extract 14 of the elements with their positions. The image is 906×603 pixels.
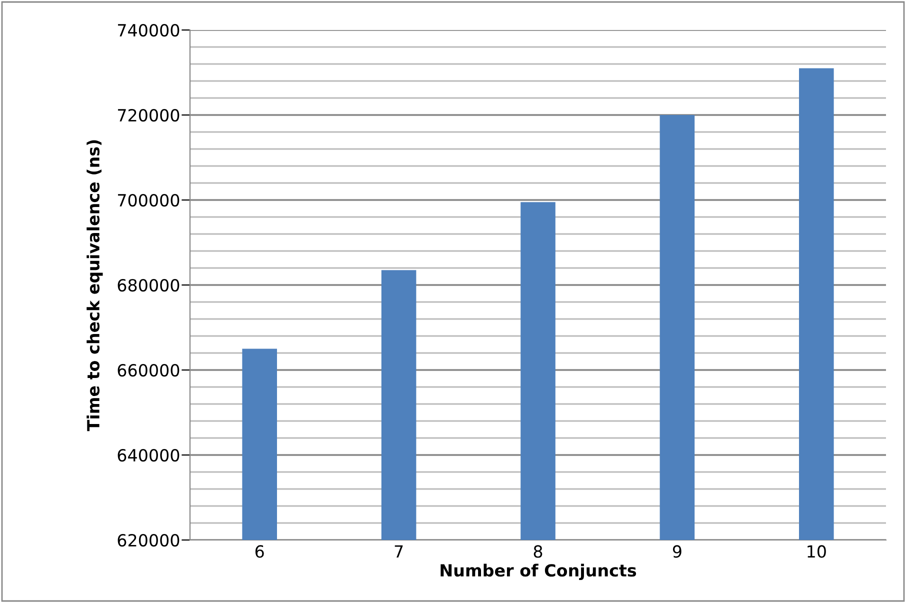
y-tick-label: 620000: [118, 534, 180, 547]
y-tick-label: 640000: [118, 448, 180, 462]
y-tick-label: 720000: [118, 108, 180, 122]
x-tick-label: 7: [394, 545, 403, 558]
x-tick-label: 9: [672, 545, 682, 558]
y-tick-label: 740000: [118, 24, 180, 37]
x-tick-label: 10: [808, 545, 826, 558]
x-axis-title: Number of Conjuncts: [440, 564, 636, 580]
y-axis-title: Time to check equivalence (ns): [86, 140, 103, 432]
y-tick-label: 680000: [118, 278, 180, 292]
x-tick-label: 8: [534, 545, 542, 558]
y-tick-label: 700000: [118, 194, 180, 207]
y-tick-label: 660000: [118, 364, 180, 377]
x-tick-label: 6: [255, 545, 264, 558]
